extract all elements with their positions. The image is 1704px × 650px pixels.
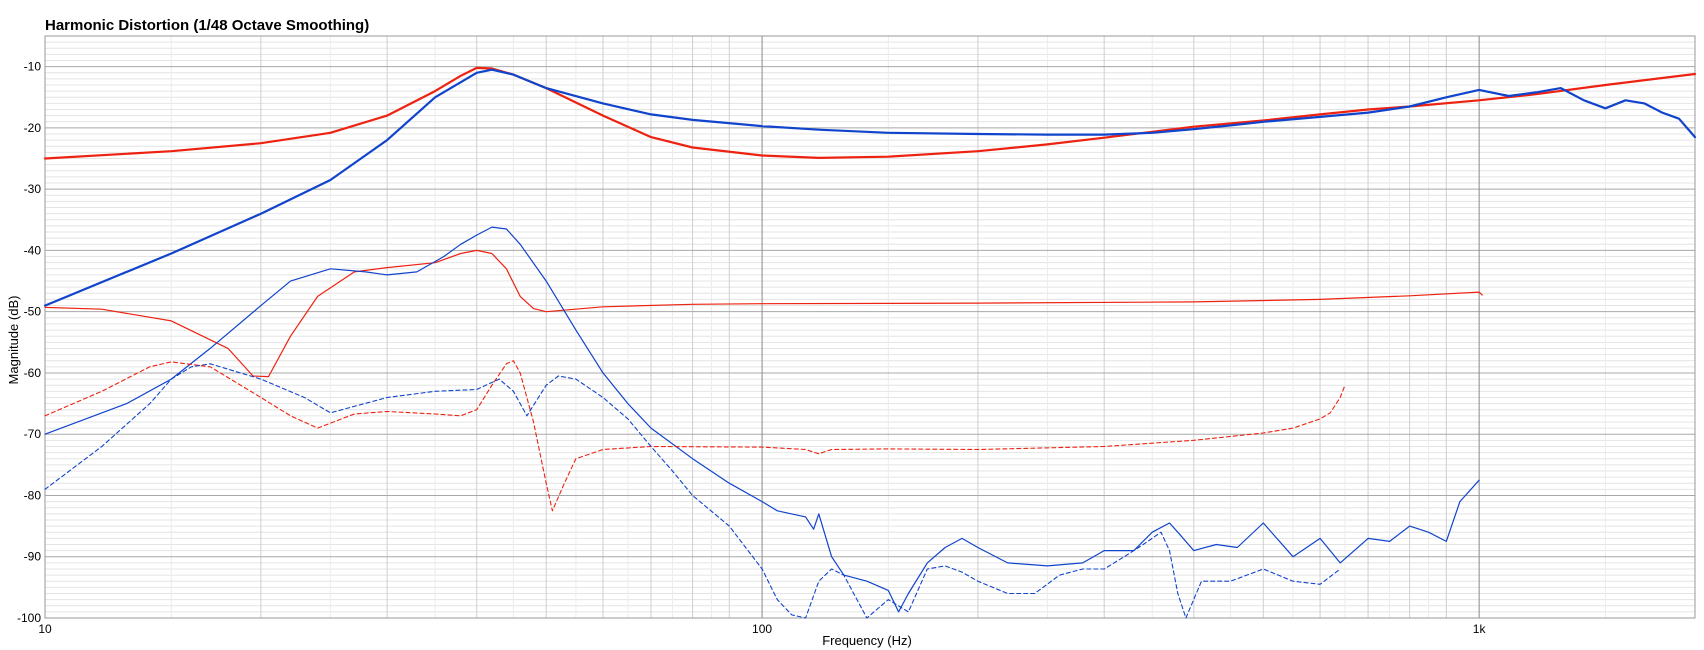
y-axis-label: Magnitude (dB) — [6, 296, 21, 385]
series-line-6 — [44, 363, 1341, 619]
series-line-3 — [44, 249, 1483, 378]
y-tick-label: -70 — [24, 427, 42, 441]
y-tick-label: -20 — [24, 121, 42, 135]
y-tick-label: -50 — [24, 305, 42, 319]
series-group — [43, 66, 1697, 619]
y-tick-label: -10 — [24, 60, 42, 74]
major-grid — [44, 36, 1695, 619]
y-axis-ticks: -10 -20 -30 -40 -50 -60 -70 -80 -90 -100 — [17, 60, 41, 625]
minor-grid — [45, 35, 1696, 618]
series-line-2 — [43, 68, 1697, 307]
chart-title: Harmonic Distortion (1/48 Octave Smoothi… — [45, 17, 369, 34]
y-tick-label: -30 — [24, 182, 42, 196]
y-tick-label: -100 — [17, 611, 41, 625]
x-axis-ticks: 10 100 1k — [38, 622, 1486, 636]
series-line-1 — [43, 66, 1697, 160]
y-tick-label: -90 — [24, 550, 42, 564]
series-line-4 — [44, 226, 1480, 613]
x-tick-label: 10 — [38, 622, 52, 636]
y-tick-label: -40 — [24, 243, 42, 257]
y-tick-label: -60 — [24, 366, 42, 380]
x-tick-label: 1k — [1473, 622, 1487, 636]
x-axis-label: Frequency (Hz) — [822, 633, 912, 648]
x-tick-label: 100 — [752, 622, 772, 636]
y-tick-label: -80 — [24, 488, 42, 502]
plot-area — [44, 35, 1696, 619]
series-line-5 — [44, 360, 1346, 512]
